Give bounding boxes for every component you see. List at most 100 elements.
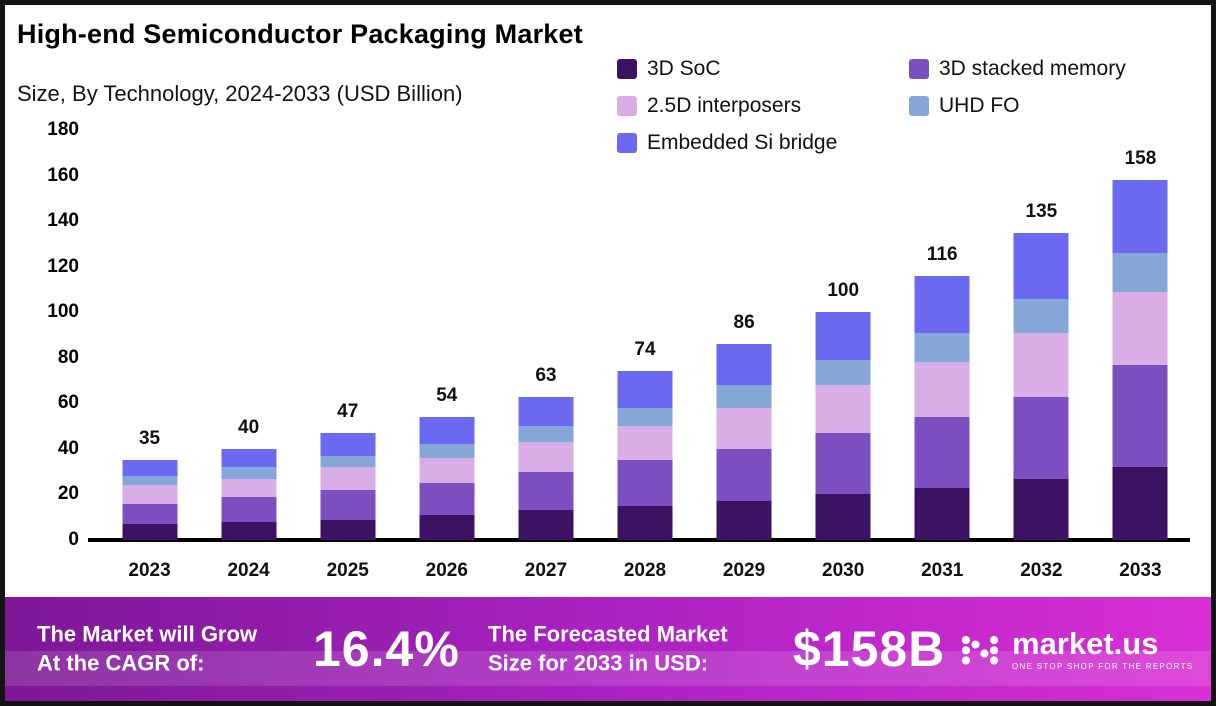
plot-area: 35 2023 40 2024 47 2025 54 2026 63 2027 74 2028 86 20… (88, 130, 1190, 581)
legend-item: 3D stacked memory (909, 57, 1126, 81)
bar-segment (716, 407, 772, 449)
bar-segment (419, 514, 475, 540)
bar-segment (419, 417, 475, 445)
forecast-label-line2: Size for 2033 in USD: (488, 650, 709, 675)
stacked-bar (914, 275, 970, 540)
cagr-label: The Market will Grow At the CAGR of: (37, 620, 257, 677)
bar-segment (320, 432, 376, 456)
bar-total-label: 86 (733, 312, 755, 334)
brand-logo: market.us ONE STOP SHOP FOR THE REPORTS (957, 626, 1193, 672)
bar-group-2023: 35 2023 (100, 130, 199, 581)
bar-segment (518, 396, 574, 427)
bar-total-label: 135 (1025, 200, 1058, 222)
cagr-label-line2: At the CAGR of: (37, 650, 205, 675)
legend-label: 2.5D interposers (647, 94, 802, 117)
forecast-label: The Forecasted Market Size for 2033 in U… (488, 620, 728, 677)
bar-segment (221, 496, 277, 522)
bar-group-2032: 135 2032 (992, 130, 1091, 581)
bar-segment (617, 407, 673, 427)
x-axis-label: 2025 (326, 560, 369, 581)
bar-segment (617, 371, 673, 408)
y-tick-label: 120 (47, 255, 79, 277)
y-tick-label: 20 (57, 483, 79, 505)
brand-text: market.us ONE STOP SHOP FOR THE REPORTS (1012, 628, 1193, 671)
y-tick-label: 140 (47, 210, 79, 232)
y-tick-label: 40 (57, 437, 79, 459)
stacked-bar (221, 448, 277, 540)
x-axis-line (88, 538, 1190, 542)
bar-group-2025: 47 2025 (298, 130, 397, 581)
bar-segment (518, 426, 574, 443)
forecast-label-line1: The Forecasted Market (488, 621, 728, 647)
bar-segment (419, 483, 475, 515)
x-axis-label: 2026 (425, 560, 468, 581)
chart-subtitle: Size, By Technology, 2024-2033 (USD Bill… (17, 81, 463, 106)
bar-segment (815, 360, 871, 386)
legend-item: 3D SoC (617, 57, 909, 81)
bar-segment (914, 275, 970, 333)
bar-segment (320, 489, 376, 520)
bar-segment (914, 487, 970, 540)
bar-segment (122, 476, 178, 486)
bar-segment (815, 312, 871, 361)
legend-item: UHD FO (909, 94, 1126, 118)
legend: 3D SoC 3D stacked memory 2.5D interposers U… (617, 57, 1126, 155)
bar-segment (122, 524, 178, 540)
x-axis-label: 2024 (227, 560, 270, 581)
bar-total-label: 47 (337, 400, 359, 422)
cagr-value: 16.4% (313, 621, 460, 677)
legend-item: 2.5D interposers (617, 94, 909, 118)
x-axis-label: 2031 (921, 560, 964, 581)
bar-group-2029: 86 2029 (695, 130, 794, 581)
bar-segment (122, 503, 178, 525)
stacked-bar (518, 396, 574, 540)
x-axis-label: 2028 (623, 560, 667, 581)
bar-group-2033: 158 2033 (1091, 130, 1190, 581)
bar-total-label: 40 (238, 416, 260, 438)
x-axis-label: 2033 (1119, 560, 1162, 581)
y-tick-label: 60 (57, 392, 79, 414)
bar-total-label: 100 (827, 280, 860, 302)
stacked-bar (617, 371, 673, 540)
x-axis-label: 2032 (1020, 560, 1063, 581)
bar-group-2026: 54 2026 (397, 130, 496, 581)
bar-segment (122, 485, 178, 504)
bar-segment (914, 362, 970, 418)
stacked-bar (320, 432, 376, 540)
y-tick-label: 100 (47, 301, 79, 323)
bar-segment (221, 448, 277, 468)
x-axis-label: 2027 (524, 560, 568, 581)
legend-swatch (617, 96, 637, 116)
bar-segment (617, 460, 673, 506)
y-tick-label: 0 (68, 529, 79, 550)
bar-total-label: 158 (1124, 148, 1157, 170)
legend-label: 3D SoC (647, 57, 721, 80)
legend-swatch (617, 59, 637, 79)
bar-group-2027: 63 2027 (496, 130, 595, 581)
footer-banner: The Market will Grow At the CAGR of: 16.… (5, 597, 1211, 701)
bar-total-label: 35 (138, 428, 161, 450)
bar-total-label: 74 (634, 339, 656, 361)
bar-segment (518, 471, 574, 511)
y-tick-label: 160 (47, 164, 79, 186)
stacked-bar (419, 417, 475, 540)
bar-segment (1112, 467, 1168, 540)
bar-segment (221, 478, 277, 497)
legend-label: UHD FO (939, 94, 1020, 117)
bar-segment (914, 332, 970, 363)
stacked-bar (122, 460, 178, 540)
bar-segment (716, 385, 772, 408)
bar-segment (320, 455, 376, 468)
bar-segment (914, 417, 970, 488)
y-tick-label: 80 (57, 346, 79, 368)
bar-total-label: 116 (926, 243, 958, 265)
stacked-bar (1013, 232, 1069, 540)
bar-segment (419, 458, 475, 484)
bar-segment (815, 494, 871, 540)
forecast-value: $158B (793, 621, 946, 677)
bar-segment (1013, 478, 1069, 540)
bar-segment (617, 426, 673, 461)
bar-segment (518, 442, 574, 472)
x-axis-label: 2023 (128, 560, 171, 581)
